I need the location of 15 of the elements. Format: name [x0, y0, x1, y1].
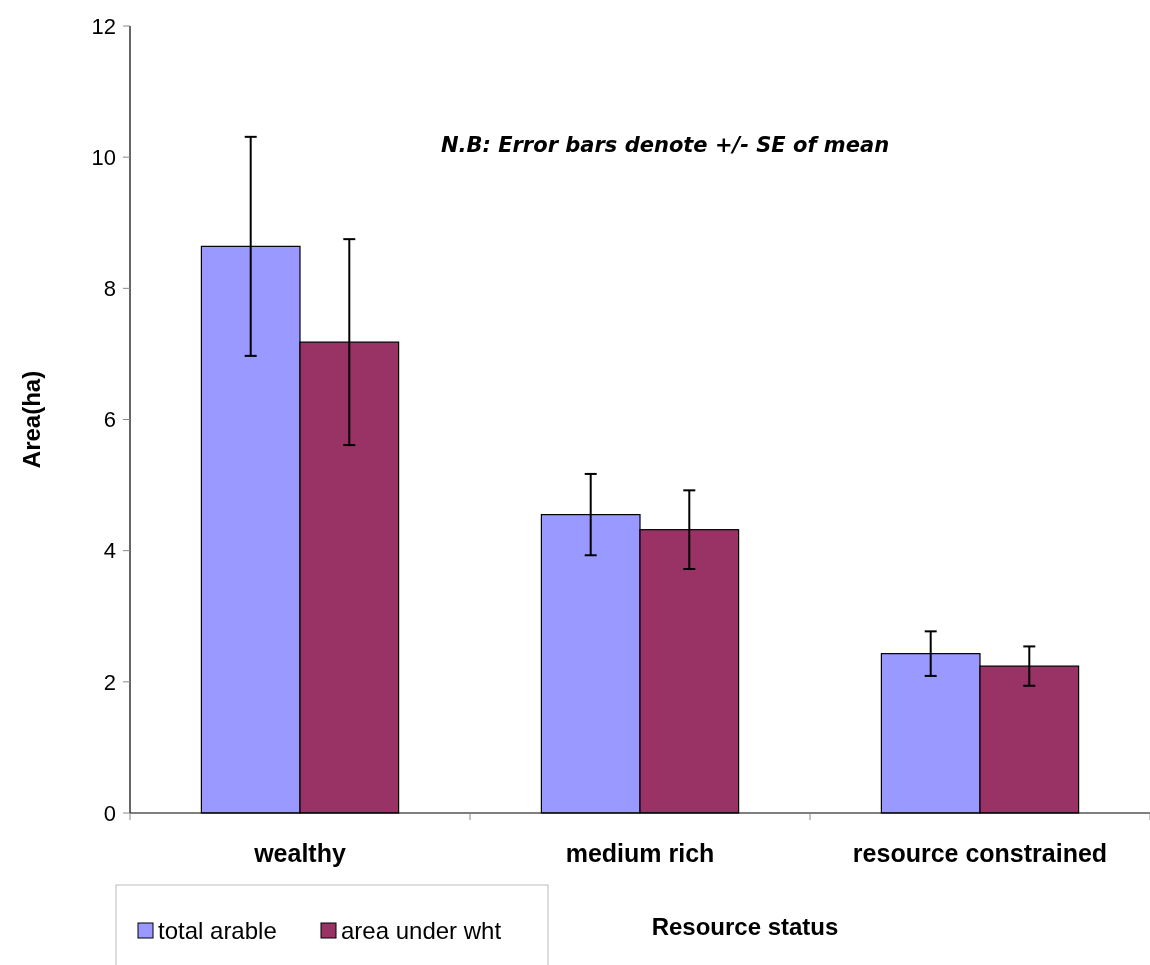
annotation: N.B: Error bars denote +/- SE of mean [440, 133, 890, 157]
y-tick-label: 0 [103, 800, 116, 826]
y-tick-label: 4 [103, 538, 116, 564]
x-axis-title: Resource status [651, 913, 839, 940]
x-tick-label: medium rich [565, 839, 715, 867]
x-tick-label: resource constrained [852, 839, 1108, 867]
x-tick-label: wealthy [253, 839, 346, 867]
y-tick-label: 8 [103, 276, 116, 302]
y-axis-title: Area(ha) [18, 370, 45, 469]
y-tick-label: 10 [91, 144, 116, 170]
y-tick-label: 2 [103, 669, 116, 695]
y-tick-label: 6 [103, 407, 116, 433]
legend-label: total arable [158, 917, 277, 944]
legend-label: area under wht [341, 917, 502, 944]
y-tick-label: 12 [91, 13, 116, 39]
